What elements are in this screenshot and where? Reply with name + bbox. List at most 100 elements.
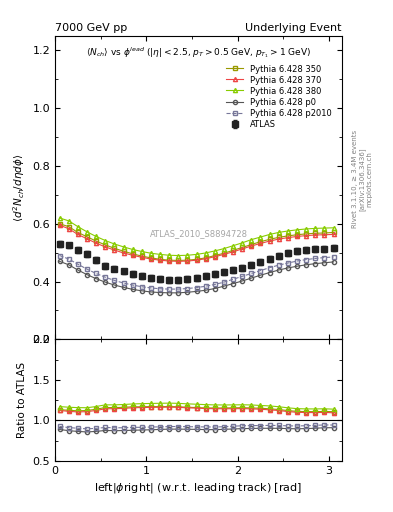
Pythia 6.428 350: [84, 233, 89, 240]
Text: mcplots.cern.ch: mcplots.cern.ch: [366, 151, 372, 207]
Pythia 6.428 370: [331, 231, 336, 238]
Pythia 6.428 370: [295, 233, 299, 240]
Pythia 6.428 370: [322, 231, 327, 238]
Pythia 6.428 p0: [213, 285, 217, 291]
Pythia 6.428 p0: [176, 290, 181, 296]
Pythia 6.428 p0: [167, 290, 171, 296]
Pythia 6.428 380: [130, 246, 135, 252]
Pythia 6.428 380: [258, 234, 263, 240]
Pythia 6.428 380: [295, 227, 299, 233]
Pythia 6.428 380: [167, 252, 171, 259]
Pythia 6.428 370: [222, 251, 226, 258]
Pythia 6.428 370: [167, 258, 171, 264]
Pythia 6.428 p2010: [331, 254, 336, 260]
Pythia 6.428 350: [276, 234, 281, 241]
Pythia 6.428 p0: [286, 265, 290, 271]
Pythia 6.428 p2010: [84, 266, 89, 272]
Pythia 6.428 p0: [185, 289, 190, 295]
Pythia 6.428 350: [75, 229, 80, 236]
Pythia 6.428 370: [57, 222, 62, 228]
Pythia 6.428 350: [167, 257, 171, 263]
Pythia 6.428 380: [66, 218, 71, 224]
Pythia 6.428 p0: [322, 260, 327, 266]
Pythia 6.428 p0: [231, 281, 235, 287]
Pythia 6.428 p2010: [140, 284, 144, 290]
Pythia 6.428 370: [276, 236, 281, 242]
Pythia 6.428 350: [213, 252, 217, 259]
Pythia 6.428 p2010: [258, 267, 263, 273]
Pythia 6.428 370: [149, 256, 153, 262]
Pythia 6.428 350: [185, 257, 190, 263]
Pythia 6.428 380: [304, 226, 309, 232]
Pythia 6.428 p0: [304, 262, 309, 268]
Y-axis label: Ratio to ATLAS: Ratio to ATLAS: [17, 362, 27, 438]
Pythia 6.428 350: [313, 230, 318, 237]
Pythia 6.428 380: [84, 229, 89, 235]
Line: Pythia 6.428 350: Pythia 6.428 350: [57, 222, 336, 263]
Pythia 6.428 p2010: [121, 280, 126, 286]
Line: Pythia 6.428 380: Pythia 6.428 380: [57, 216, 336, 258]
Pythia 6.428 380: [313, 225, 318, 231]
Text: $\langle N_{ch} \rangle$ vs $\phi^{lead}$ ($|\eta| < 2.5$, $p_T > 0.5$ GeV, $p_{: $\langle N_{ch} \rangle$ vs $\phi^{lead}…: [86, 45, 311, 60]
Pythia 6.428 370: [313, 232, 318, 238]
Pythia 6.428 380: [240, 240, 244, 246]
Pythia 6.428 p2010: [240, 273, 244, 280]
Pythia 6.428 350: [331, 229, 336, 236]
Pythia 6.428 p2010: [185, 285, 190, 291]
Pythia 6.428 350: [258, 239, 263, 245]
Pythia 6.428 350: [231, 247, 235, 253]
Text: [arXiv:1306.3436]: [arXiv:1306.3436]: [359, 147, 365, 211]
Pythia 6.428 350: [140, 253, 144, 259]
Pythia 6.428 370: [94, 240, 99, 246]
Pythia 6.428 350: [322, 230, 327, 236]
Pythia 6.428 380: [213, 248, 217, 254]
Pythia 6.428 p0: [158, 289, 162, 295]
Pythia 6.428 p0: [75, 267, 80, 273]
Pythia 6.428 p0: [276, 267, 281, 273]
Pythia 6.428 380: [267, 231, 272, 238]
Pythia 6.428 350: [267, 236, 272, 242]
Pythia 6.428 350: [112, 245, 117, 251]
Pythia 6.428 350: [130, 251, 135, 257]
Pythia 6.428 p2010: [149, 285, 153, 291]
Pythia 6.428 380: [331, 225, 336, 231]
Pythia 6.428 350: [94, 238, 99, 244]
Pythia 6.428 p0: [194, 288, 199, 294]
Pythia 6.428 380: [185, 252, 190, 259]
Pythia 6.428 p0: [149, 289, 153, 295]
Pythia 6.428 p2010: [231, 276, 235, 282]
Pythia 6.428 350: [304, 231, 309, 237]
Pythia 6.428 350: [194, 256, 199, 262]
Pythia 6.428 370: [140, 254, 144, 261]
Line: Pythia 6.428 370: Pythia 6.428 370: [57, 223, 336, 263]
Pythia 6.428 p0: [249, 275, 254, 281]
Pythia 6.428 350: [57, 221, 62, 227]
Pythia 6.428 p2010: [75, 261, 80, 267]
Pythia 6.428 350: [158, 256, 162, 262]
Pythia 6.428 380: [121, 244, 126, 250]
Pythia 6.428 380: [322, 225, 327, 231]
Pythia 6.428 350: [240, 244, 244, 250]
Pythia 6.428 370: [103, 244, 108, 250]
Pythia 6.428 p2010: [267, 265, 272, 271]
Pythia 6.428 p2010: [203, 283, 208, 289]
Pythia 6.428 380: [75, 224, 80, 230]
Pythia 6.428 p2010: [176, 286, 181, 292]
Pythia 6.428 p0: [94, 275, 99, 282]
Pythia 6.428 p0: [112, 282, 117, 288]
Pythia 6.428 p0: [258, 272, 263, 279]
Pythia 6.428 p0: [203, 287, 208, 293]
Pythia 6.428 380: [103, 238, 108, 244]
Pythia 6.428 p0: [140, 288, 144, 294]
Pythia 6.428 p2010: [222, 279, 226, 285]
Line: Pythia 6.428 p2010: Pythia 6.428 p2010: [57, 253, 336, 291]
Pythia 6.428 370: [121, 250, 126, 256]
Pythia 6.428 370: [286, 234, 290, 241]
Pythia 6.428 370: [258, 240, 263, 246]
Pythia 6.428 p0: [130, 286, 135, 292]
Pythia 6.428 370: [213, 253, 217, 260]
Pythia 6.428 p2010: [249, 270, 254, 276]
Legend: Pythia 6.428 350, Pythia 6.428 370, Pythia 6.428 380, Pythia 6.428 p0, Pythia 6.: Pythia 6.428 350, Pythia 6.428 370, Pyth…: [223, 61, 335, 132]
Pythia 6.428 350: [295, 231, 299, 238]
Pythia 6.428 380: [286, 228, 290, 234]
